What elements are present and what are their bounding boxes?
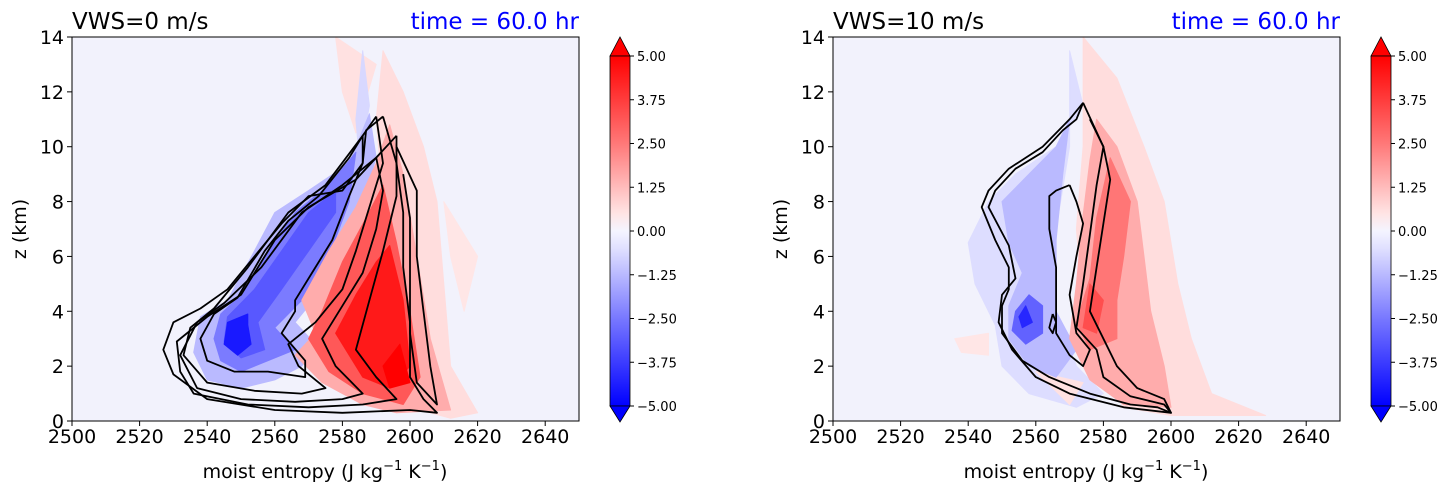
x-tick-label: 2540 (183, 426, 231, 448)
filled-region (223, 190, 337, 359)
time-label: time = 60.0 hr (411, 9, 580, 35)
contour-line (987, 102, 1172, 414)
y-tick-label: 12 (801, 82, 825, 104)
x-tick-label: 2580 (318, 426, 366, 448)
y-tick-label: 8 (813, 192, 825, 214)
y-tick-label: 10 (801, 137, 825, 159)
x-tick-label: 2560 (251, 426, 299, 448)
y-tick-label: 6 (813, 246, 825, 268)
colorbar-tick-label: 2.50 (1398, 138, 1427, 153)
y-axis-label: z (km) (9, 199, 31, 259)
y-tick-label: 2 (813, 356, 825, 378)
contour-line (182, 115, 384, 395)
panel-title: VWS=0 m/s (72, 9, 208, 35)
y-tick-label: 12 (40, 82, 64, 104)
y-tick-label: 0 (52, 411, 64, 433)
colorbar: 5.00 3.75 2.50 1.25 0.00 −1.25 −2.50 −3.75 −5.00 (609, 36, 677, 423)
y-tick-label: 14 (40, 27, 64, 49)
y-tick-label: 10 (40, 137, 64, 159)
y-axis: 0 2 4 6 8 10 12 14 (801, 27, 833, 433)
y-axis: 0 2 4 6 8 10 12 14 (40, 27, 72, 433)
y-tick-label: 6 (52, 246, 64, 268)
x-tick-label: 2620 (1214, 426, 1262, 448)
contour-line (395, 146, 438, 406)
colorbar-tick-label: −5.00 (1398, 400, 1438, 415)
filled-region (335, 245, 411, 389)
x-axis-label: moist entropy (J kg−1 K−1) (203, 459, 448, 483)
colorbar-extend-bottom (609, 405, 631, 423)
colorbar-tick-label: −1.25 (1398, 269, 1438, 284)
y-tick-label: 8 (52, 192, 64, 214)
contour-line (1048, 313, 1057, 335)
x-tick-label: 2620 (453, 426, 501, 448)
filled-region (954, 332, 989, 356)
y-tick-label: 4 (52, 301, 64, 323)
colorbar-extend-bottom (1370, 405, 1392, 423)
time-label: time = 60.0 hr (1172, 9, 1341, 35)
contour-line (179, 157, 384, 403)
colorbar-tick-label: 5.00 (1398, 50, 1427, 65)
panel-vws-0: 2500 2520 2540 2560 2580 2600 2620 2640 0 2 4 6 8 10… (9, 9, 677, 483)
panel-title: VWS=10 m/s (833, 9, 984, 35)
contour-line (199, 135, 364, 379)
colorbar-tick-label: 3.75 (1398, 94, 1427, 109)
filled-region (223, 313, 252, 356)
colorbar-tick-label: −2.50 (1398, 313, 1438, 328)
y-axis-label: z (km) (770, 199, 792, 259)
plot-frame (71, 36, 580, 422)
colorbar-tick-label: 1.25 (1398, 181, 1427, 196)
filled-region (382, 343, 411, 389)
y-tick-label: 2 (52, 356, 64, 378)
contour-line (162, 115, 438, 414)
colorbar-ticks: 5.00 3.75 2.50 1.25 0.00 −1.25 −2.50 −3.75 −5.00 (1391, 50, 1438, 415)
x-tick-label: 2540 (944, 426, 992, 448)
y-tick-label: 4 (813, 301, 825, 323)
colorbar-tick-label: −2.50 (637, 313, 677, 328)
colorbar-tick-label: 0.00 (637, 225, 666, 240)
contour-lines (980, 102, 1172, 414)
x-axis-label: moist entropy (J kg−1 K−1) (964, 459, 1209, 483)
colorbar-tick-label: −1.25 (637, 269, 677, 284)
colorbar-ticks: 5.00 3.75 2.50 1.25 0.00 −1.25 −2.50 −3.75 −5.00 (630, 50, 677, 415)
x-tick-label: 2600 (386, 426, 434, 448)
x-tick-label: 2520 (876, 426, 924, 448)
colorbar-body (1370, 55, 1392, 407)
x-tick-label: 2500 (48, 426, 96, 448)
colorbar-body (609, 55, 631, 407)
filled-region (1082, 283, 1104, 334)
colorbar-extend-top (1370, 36, 1392, 57)
filled-region (443, 201, 479, 312)
contour-line (980, 102, 1172, 414)
colorbar: 5.00 3.75 2.50 1.25 0.00 −1.25 −2.50 −3.75 −5.00 (1370, 36, 1438, 423)
y-tick-label: 0 (813, 411, 825, 433)
panel-vws-10: 2500 2520 2540 2560 2580 2600 2620 2640 0 2 4 6 8 10… (770, 9, 1438, 483)
colorbar-extend-top (609, 36, 631, 57)
colorbar-tick-label: −5.00 (637, 400, 677, 415)
plot-frame (832, 36, 1341, 422)
x-tick-label: 2580 (1079, 426, 1127, 448)
contour-lines (162, 115, 438, 414)
x-axis: 2500 2520 2540 2560 2580 2600 2620 2640 (809, 421, 1330, 448)
colorbar-tick-label: 5.00 (637, 50, 666, 65)
colorbar-tick-label: 0.00 (1398, 225, 1427, 240)
x-tick-label: 2560 (1012, 426, 1060, 448)
x-tick-label: 2600 (1147, 426, 1195, 448)
x-tick-label: 2520 (115, 426, 163, 448)
filled-region (1018, 305, 1033, 329)
x-axis: 2500 2520 2540 2560 2580 2600 2620 2640 (48, 421, 569, 448)
colorbar-tick-label: 1.25 (637, 181, 666, 196)
contour-line (175, 135, 398, 409)
contour-line (1048, 184, 1091, 368)
colorbar-tick-label: 2.50 (637, 138, 666, 153)
colorbar-tick-label: 3.75 (637, 94, 666, 109)
colorbar-tick-label: −3.75 (637, 356, 677, 371)
colorbar-tick-label: −3.75 (1398, 356, 1438, 371)
x-tick-label: 2640 (1282, 426, 1330, 448)
y-tick-label: 14 (801, 27, 825, 49)
x-tick-label: 2500 (809, 426, 857, 448)
x-tick-label: 2640 (521, 426, 569, 448)
